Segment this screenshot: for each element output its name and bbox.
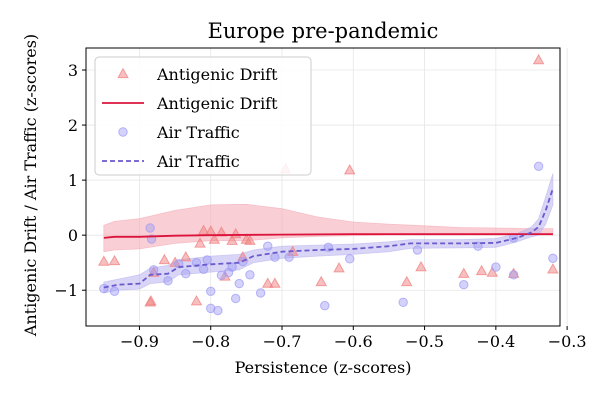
plot-frame <box>85 47 561 327</box>
y-axis-label: Antigenic Drift / Air Traffic (z-scores) <box>21 34 40 337</box>
antigenic-drift-point <box>208 233 221 244</box>
axes: −0.9 −0.8 −0.7 −0.6 −0.5 −0.4 −0.3 −1 0 1 2 3 <box>54 47 587 351</box>
x-tick-label: −0.3 <box>548 332 587 351</box>
air-traffic-point <box>230 293 241 304</box>
antigenic-drift-point <box>315 275 328 287</box>
antigenic-drift-point <box>486 266 499 277</box>
antigenic-drift-point <box>269 277 281 288</box>
x-tick-label: −0.7 <box>263 332 302 351</box>
legend-label: Antigenic Drift <box>156 94 278 113</box>
antigenic-drift-point <box>333 261 345 273</box>
air-traffic-point <box>202 255 212 265</box>
antigenic-drift-point <box>343 163 356 175</box>
antigenic-drift-point <box>145 295 157 306</box>
x-tick-label: −0.9 <box>120 332 159 351</box>
x-tick-label: −0.4 <box>476 332 515 351</box>
air-traffic-point <box>245 270 255 280</box>
antigenic-drift-point <box>532 53 545 65</box>
air-traffic-point <box>99 283 109 294</box>
air-traffic-point <box>263 241 273 251</box>
trend-lines <box>103 188 554 289</box>
antigenic-drift-point <box>158 253 171 265</box>
antigenic-drift-point <box>219 270 231 281</box>
y-tick-label: 1 <box>68 171 78 190</box>
antigenic-drift-point <box>457 267 470 278</box>
air-traffic-point <box>198 264 209 274</box>
antigenic-drift-point <box>547 263 559 274</box>
antigenic-drift-point <box>98 255 110 266</box>
air-traffic-point <box>255 288 266 298</box>
antigenic-drift-point <box>108 254 121 266</box>
air-traffic-point <box>206 303 216 314</box>
legend: Antigenic Drift Antigenic Drift Air Traffi… <box>94 56 312 176</box>
air-traffic-point <box>270 252 280 262</box>
air-traffic-band <box>103 173 554 294</box>
air-traffic-point <box>173 259 184 269</box>
legend-triangle-marker <box>117 67 129 79</box>
x-tick-label: −0.5 <box>405 332 444 351</box>
antigenic-drift-point <box>179 250 192 262</box>
legend-box <box>94 56 312 176</box>
air-traffic-point <box>206 286 216 297</box>
air-traffic-point <box>227 262 237 272</box>
air-traffic-point <box>163 276 173 286</box>
y-tick-label: −1 <box>54 281 78 300</box>
antigenic-drift-point <box>244 234 256 245</box>
antigenic-drift-point <box>261 277 274 288</box>
air-traffic-point <box>491 262 501 272</box>
antigenic-drift-point <box>475 264 488 276</box>
legend-label: Antigenic Drift <box>156 65 278 84</box>
air-traffic-point <box>412 245 423 255</box>
antigenic-drift-point <box>190 295 203 306</box>
air-traffic-point <box>548 253 558 263</box>
antigenic-drift-point <box>215 226 228 237</box>
legend-label: Air Traffic <box>156 123 240 142</box>
air-traffic-point <box>284 252 294 262</box>
antigenic-drift-line <box>103 233 553 239</box>
air-traffic-point <box>459 280 469 290</box>
air-traffic-point <box>213 305 223 316</box>
air-traffic-point <box>145 223 155 233</box>
antigenic-drift-point <box>507 267 520 278</box>
y-tick-label: 3 <box>68 61 78 80</box>
air-traffic-point <box>181 269 191 279</box>
air-traffic-point <box>508 270 519 280</box>
antigenic-drift-point <box>194 237 206 248</box>
y-tick-label: 0 <box>68 226 78 245</box>
air-traffic-point <box>234 278 244 289</box>
x-tick-label: −0.6 <box>334 332 373 351</box>
legend-label: Air Traffic <box>156 152 240 171</box>
air-traffic-point <box>345 254 355 264</box>
x-tick-label: −0.8 <box>191 332 230 351</box>
antigenic-drift-point <box>415 260 427 272</box>
legend-circle-marker <box>118 127 128 137</box>
chart-title: Europe pre-pandemic <box>208 19 439 43</box>
air-traffic-point <box>149 265 159 275</box>
antigenic-drift-point <box>226 234 238 245</box>
air-traffic-point <box>398 297 408 308</box>
y-tick-label: 2 <box>68 116 78 135</box>
x-axis-label: Persistence (z-scores) <box>235 358 412 377</box>
air-traffic-point <box>109 286 120 297</box>
air-traffic-point <box>320 300 330 311</box>
air-traffic-point <box>533 161 544 172</box>
antigenic-drift-point <box>400 275 413 287</box>
